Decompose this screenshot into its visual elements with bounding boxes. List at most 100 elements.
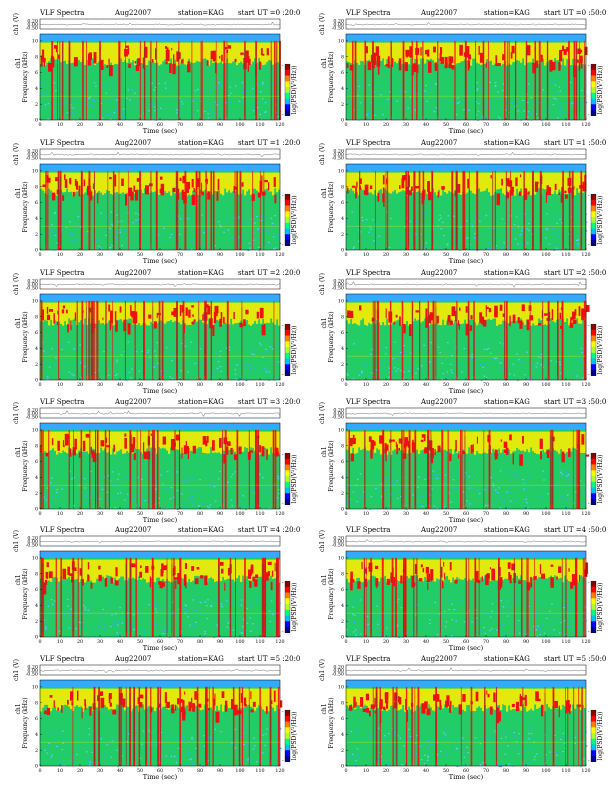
colorbar-label: log(PSD(V²/Hz)): [597, 65, 604, 114]
panel-title-date: Aug22007: [420, 526, 457, 534]
panel-title-start: start UT =2 :50:0: [544, 269, 606, 277]
waveform-frame: [39, 18, 281, 30]
ytick-label: 8: [35, 184, 38, 190]
colorbar-tick: -: [588, 710, 590, 715]
waveform-ylabel: ch1 (V): [13, 13, 20, 35]
waveform-ytick-label: 0.20: [333, 279, 344, 285]
xtick-label: 100: [235, 122, 244, 128]
xtick-label: 10: [57, 252, 63, 258]
colorbar-frame: [590, 580, 597, 633]
ytick-label: 0: [341, 378, 344, 384]
ytick-label: 6: [341, 459, 344, 465]
xtick-label: 50: [443, 382, 449, 388]
xtick-label: 90: [523, 639, 529, 645]
xtick-label: 30: [97, 768, 103, 774]
xtick-label: 90: [217, 768, 223, 774]
colorbar-swatch: [591, 199, 596, 206]
xtick-label: 90: [217, 382, 223, 388]
waveform-ytick-label: 0.20: [27, 536, 38, 542]
colorbar-swatch: [591, 464, 596, 471]
colorbar-tick: -: [588, 630, 590, 635]
waveform-frame: [345, 664, 587, 676]
xtick-label: 120: [581, 639, 590, 645]
xtick-label: 120: [275, 639, 284, 645]
panel-title-start: start UT =5 :50:0: [544, 655, 606, 663]
ytick-label: 10: [32, 427, 38, 433]
spectrogram-ylabel: Frequency (kHz): [328, 568, 335, 619]
waveform-ytick-label: 0.00: [333, 668, 344, 674]
colorbar-tick: -: [588, 194, 590, 199]
xtick-label: 70: [177, 382, 183, 388]
colorbar-swatch: [591, 228, 596, 235]
colorbar-swatch: [591, 234, 596, 241]
panel-title-date: Aug22007: [420, 269, 457, 277]
xtick-label: 120: [275, 511, 284, 517]
xtick-label: 10: [363, 252, 369, 258]
ytick-label: 10: [338, 427, 344, 433]
panel-title-left: VLF Spectra: [39, 398, 84, 406]
colorbar-frame: [590, 452, 597, 505]
xtick-label: 60: [157, 382, 163, 388]
spectrogram-panel: VLF Spectra Aug22007 station=KAG start UT =…: [10, 6, 310, 135]
colorbar-swatch: [591, 81, 596, 88]
ytick-label: 10: [338, 298, 344, 304]
spectrogram-panel: VLF Spectra Aug22007 station=KAG start UT =…: [316, 6, 612, 135]
panel-title-start: start UT =3 :20:0: [238, 398, 300, 406]
colorbar-frame: [590, 709, 597, 762]
panel-title-start: start UT =1 :20:0: [238, 139, 300, 147]
colorbar-swatch: [285, 92, 290, 99]
xtick-label: 110: [255, 768, 264, 774]
ytick-label: 4: [341, 216, 344, 222]
ytick-label: 2: [35, 362, 38, 368]
xtick-label: 90: [217, 122, 223, 128]
xtick-label: 110: [255, 511, 264, 517]
panel-title-left: VLF Spectra: [39, 139, 84, 147]
colorbar-tick: -: [588, 324, 590, 329]
ytick-label: 6: [341, 330, 344, 336]
colorbar-swatch: [591, 364, 596, 371]
panel-title-date: Aug22007: [114, 655, 151, 663]
xtick-label: 60: [157, 252, 163, 258]
colorbar-tick: -: [282, 194, 284, 199]
colorbar-frame: [590, 63, 597, 116]
waveform-frame: [345, 18, 587, 30]
ytick-label: 8: [35, 314, 38, 320]
xtick-label: 0: [38, 511, 41, 517]
xaxis-label: Time (sec): [143, 773, 178, 781]
xtick-label: 50: [137, 382, 143, 388]
spectrogram-panel: VLF Spectra Aug22007 station=KAG start UT =…: [10, 523, 310, 652]
waveform-ytick-label: 0.00: [333, 152, 344, 158]
waveform-ytick-label: 0.00: [27, 22, 38, 28]
waveform-ytick-label: 0.00: [27, 152, 38, 158]
xtick-label: 100: [541, 511, 550, 517]
xaxis-label: Time (sec): [449, 773, 484, 781]
colorbar-swatch: [285, 64, 290, 71]
xtick-label: 50: [137, 768, 143, 774]
ytick-label: 8: [341, 700, 344, 706]
panel-title-start: start UT =5 :20:0: [238, 655, 300, 663]
spectrogram-panel: VLF Spectra Aug22007 station=KAG start UT =…: [316, 523, 612, 652]
colorbar-swatch: [591, 324, 596, 331]
waveform-ytick-label: 0.20: [333, 536, 344, 542]
colorbar-tick: -: [282, 502, 284, 507]
panel-svg: VLF Spectra Aug22007 station=KAG start UT =…: [319, 9, 606, 135]
panel-title-start: start UT =0 :20:0: [238, 9, 300, 17]
panel-title-station: station=KAG: [484, 9, 530, 17]
colorbar-swatch: [591, 609, 596, 616]
panel-svg: VLF Spectra Aug22007 station=KAG start UT =…: [13, 9, 300, 135]
spectrogram-panel: VLF Spectra Aug22007 station=KAG start UT =…: [316, 395, 612, 524]
xtick-label: 0: [344, 252, 347, 258]
colorbar-tick: -: [588, 759, 590, 764]
panel-svg: VLF Spectra Aug22007 station=KAG start UT =…: [13, 398, 300, 524]
colorbar-tick: -: [588, 64, 590, 69]
spectrogram-image: [40, 34, 282, 121]
waveform-ytick-label: -0.50: [332, 286, 344, 292]
ytick-label: 6: [341, 587, 344, 593]
spectrogram-ylabel-top: ch1: [321, 187, 328, 198]
xtick-label: 70: [483, 382, 489, 388]
panel-title-start: start UT =0 :50:0: [544, 9, 606, 17]
ytick-label: 2: [341, 232, 344, 238]
ytick-label: 4: [35, 475, 38, 481]
colorbar-swatch: [591, 626, 596, 633]
xtick-label: 80: [503, 511, 509, 517]
